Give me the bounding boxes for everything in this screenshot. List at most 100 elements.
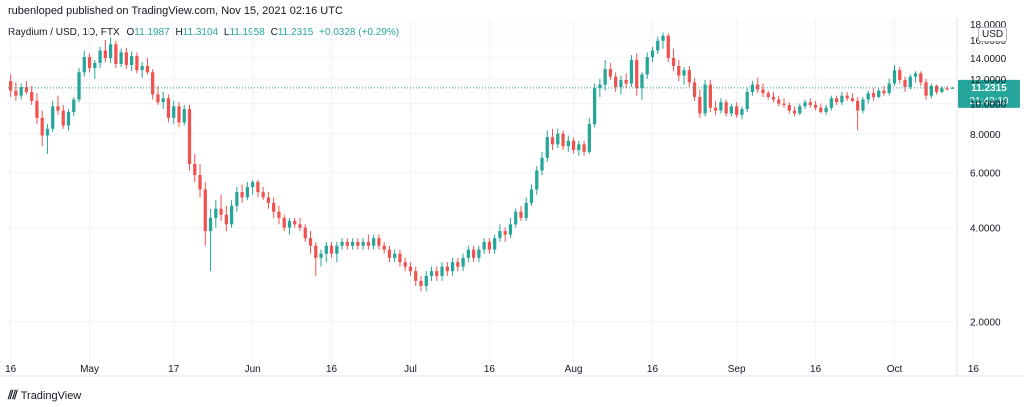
candle-body (913, 73, 918, 77)
candle-body (692, 82, 697, 97)
candle-body (66, 111, 71, 126)
candle-body (40, 117, 44, 136)
candle-body (677, 65, 681, 76)
candle-body (629, 59, 634, 84)
time-tick-label: Jul (404, 364, 417, 375)
price-tick-label: 14.0000 (970, 54, 1007, 65)
candle-body (540, 157, 544, 171)
candle-body (813, 104, 818, 108)
candle-body (124, 52, 129, 65)
open-key: O (126, 27, 135, 38)
candle-body (924, 82, 928, 96)
tradingview-logo[interactable]: ⫽⫽ TradingView (8, 388, 81, 403)
candle-body (477, 249, 481, 258)
candle-body (856, 100, 860, 111)
candle-body (456, 262, 460, 267)
candle-body (429, 271, 434, 276)
candle-body (792, 110, 797, 114)
time-axis: 16May17Jun16Jul16Aug16Sep16Oct16Nov16 (0, 364, 1024, 377)
symbol-label[interactable]: Raydium / USD, 1D, FTX (8, 27, 120, 38)
candle-body (393, 253, 397, 258)
candle-body (898, 70, 902, 81)
candle-body (382, 245, 386, 250)
candle-body (240, 192, 244, 198)
candle-body (777, 99, 781, 104)
candle-body (319, 253, 323, 258)
candle-body (282, 217, 286, 228)
candle-body (440, 266, 444, 276)
candle-body (24, 87, 29, 92)
candle-body (819, 107, 823, 112)
candle-body (193, 164, 197, 176)
candle-body (314, 245, 318, 258)
candle-body (608, 69, 613, 77)
candle-body (35, 100, 39, 118)
candle-body (372, 238, 376, 246)
candle-body (198, 175, 202, 190)
candle-body (329, 245, 334, 254)
candle-body (140, 65, 144, 71)
candle-body (187, 109, 192, 165)
candle-body (645, 57, 649, 75)
candle-body (251, 182, 255, 188)
candle-body (445, 266, 449, 272)
candle-body (119, 52, 123, 64)
candle-body (682, 70, 686, 76)
candle-body (293, 221, 297, 225)
candle-body (266, 197, 271, 203)
candle-body (471, 249, 476, 258)
candle-body (103, 50, 107, 59)
candle-body (671, 58, 676, 66)
candle-body (256, 182, 260, 193)
price-badge-countdown: 21:43:10 (970, 96, 1009, 107)
last-price-line: 11.2315 21:43:10 (8, 79, 1020, 108)
candle-body (882, 90, 886, 94)
candle-body (687, 70, 691, 83)
candle-body (245, 187, 250, 198)
candle-body (461, 257, 465, 267)
candle-body (219, 208, 223, 215)
candle-body (703, 84, 707, 114)
candle-body (287, 221, 292, 228)
candle-body (829, 98, 833, 108)
candle-body (135, 56, 139, 71)
candle-body (51, 106, 55, 129)
candle-body (161, 98, 165, 103)
candle-body (356, 241, 360, 246)
candle-body (798, 106, 802, 114)
candle-body (877, 90, 881, 97)
candle-body (561, 133, 565, 147)
candle-body (635, 59, 639, 89)
candle-body (908, 76, 912, 88)
candle-body (166, 98, 171, 118)
candle-body (950, 87, 955, 89)
currency-button[interactable]: USD (978, 27, 1008, 42)
candle-body (387, 249, 392, 258)
candle-body (298, 224, 302, 228)
price-tick-label: 18.0000 (970, 20, 1007, 31)
candle-body (577, 144, 581, 150)
candle-body (235, 192, 239, 206)
candle-body (419, 280, 423, 286)
candle-body (598, 84, 602, 89)
time-tick-label: Sep (728, 364, 746, 375)
close-value: 11.2315 (277, 27, 314, 38)
candle-body (782, 103, 786, 105)
candle-body (350, 241, 355, 246)
candle-body (14, 90, 18, 96)
candle-body (424, 275, 428, 286)
tv-logo-icon: ⫽⫽ (8, 388, 18, 402)
candle-body (156, 94, 160, 103)
time-tick-label: 16 (326, 364, 338, 375)
candle-body (666, 35, 670, 59)
candle-body (177, 106, 181, 123)
candle-body (545, 137, 549, 158)
candle-body (277, 211, 281, 218)
candle-body (308, 238, 313, 246)
price-tick-label: 6.0000 (970, 169, 1001, 180)
price-tick-label: 2.0000 (970, 317, 1001, 328)
candle-body (708, 84, 712, 108)
candle-body (366, 241, 371, 246)
candle-body (229, 205, 234, 225)
